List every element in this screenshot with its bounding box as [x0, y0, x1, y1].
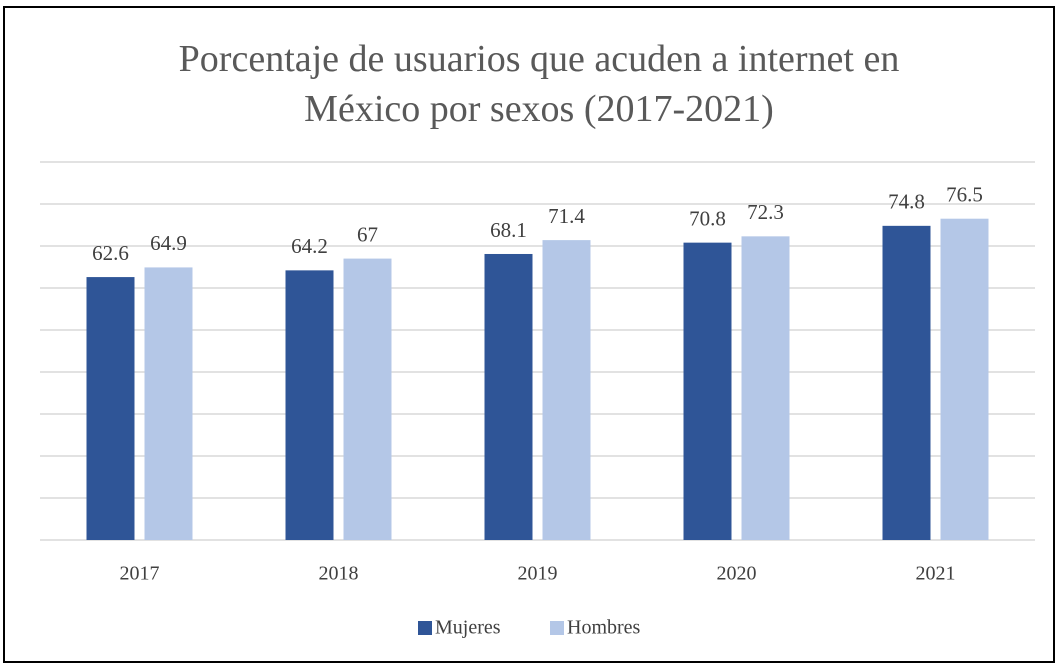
- x-tick-label: 2020: [717, 563, 757, 585]
- bar: [343, 258, 392, 540]
- data-label: 70.8: [689, 206, 726, 230]
- bar: [285, 270, 334, 540]
- x-tick-label: 2019: [518, 563, 558, 585]
- x-tick-label: 2017: [120, 563, 160, 585]
- bar: [144, 267, 193, 540]
- bar: [940, 218, 989, 540]
- data-label: 68.1: [490, 218, 527, 242]
- x-tick-label: 2021: [916, 563, 956, 585]
- x-tick-label: 2018: [319, 563, 359, 585]
- chart-border: [3, 6, 1055, 663]
- legend-label: Hombres: [567, 617, 641, 639]
- data-label: 72.3: [747, 200, 784, 224]
- data-label: 74.8: [888, 190, 925, 214]
- legend-label: Mujeres: [435, 617, 501, 639]
- data-label: 71.4: [548, 204, 585, 228]
- bar: [542, 240, 591, 540]
- data-label: 67: [357, 222, 378, 246]
- bar: [484, 253, 533, 541]
- bar: [882, 225, 931, 540]
- data-label: 64.2: [291, 234, 328, 258]
- data-label: 76.5: [946, 183, 983, 207]
- bar: [741, 236, 790, 540]
- legend-swatch: [550, 621, 564, 635]
- bar: [86, 277, 135, 540]
- data-label: 62.6: [92, 241, 129, 265]
- legend-swatch: [418, 621, 432, 635]
- bar: [683, 242, 732, 540]
- chart-title: Porcentaje de usuarios que acuden a inte…: [178, 38, 900, 130]
- data-label: 64.9: [150, 231, 187, 255]
